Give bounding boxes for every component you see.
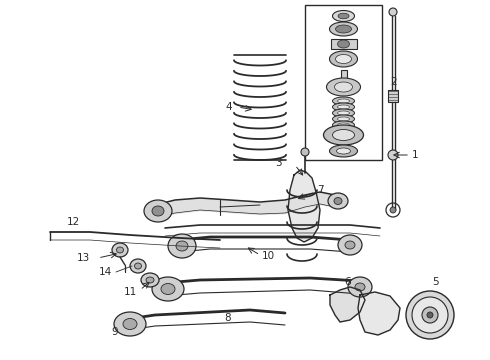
Bar: [305, 5, 382, 160]
Polygon shape: [358, 292, 400, 335]
Text: 7: 7: [317, 185, 323, 195]
Ellipse shape: [388, 150, 398, 160]
Ellipse shape: [412, 297, 448, 333]
Ellipse shape: [123, 319, 137, 329]
Polygon shape: [288, 170, 320, 242]
Text: 1: 1: [412, 150, 418, 160]
Ellipse shape: [338, 99, 349, 103]
Ellipse shape: [338, 123, 349, 127]
Ellipse shape: [333, 130, 354, 140]
Bar: [341, 70, 346, 80]
Ellipse shape: [301, 148, 309, 156]
Ellipse shape: [130, 259, 146, 273]
Ellipse shape: [134, 263, 142, 269]
Ellipse shape: [338, 13, 349, 19]
Text: 11: 11: [124, 287, 137, 297]
Ellipse shape: [422, 307, 438, 323]
Text: 6: 6: [344, 277, 351, 287]
Ellipse shape: [117, 247, 123, 253]
Ellipse shape: [333, 103, 354, 111]
Ellipse shape: [152, 277, 184, 301]
Ellipse shape: [144, 200, 172, 222]
Ellipse shape: [333, 97, 354, 105]
Ellipse shape: [152, 206, 164, 216]
Ellipse shape: [323, 125, 364, 145]
Ellipse shape: [328, 193, 348, 209]
Ellipse shape: [161, 284, 175, 294]
Ellipse shape: [176, 241, 188, 251]
Text: 10: 10: [262, 251, 275, 261]
Ellipse shape: [168, 234, 196, 258]
Ellipse shape: [141, 273, 159, 287]
Ellipse shape: [329, 22, 358, 36]
Ellipse shape: [333, 109, 354, 117]
Ellipse shape: [336, 25, 351, 33]
Ellipse shape: [333, 10, 354, 22]
Bar: [330, 39, 357, 49]
Ellipse shape: [406, 291, 454, 339]
Ellipse shape: [336, 54, 351, 63]
Ellipse shape: [333, 121, 354, 129]
Ellipse shape: [338, 105, 349, 109]
Text: 14: 14: [99, 267, 112, 277]
Ellipse shape: [338, 117, 349, 121]
Ellipse shape: [427, 312, 433, 318]
Text: 4: 4: [225, 102, 232, 112]
Ellipse shape: [338, 111, 349, 115]
Text: 3: 3: [275, 158, 282, 168]
Ellipse shape: [355, 283, 365, 291]
Ellipse shape: [112, 243, 128, 257]
Text: 9: 9: [112, 327, 118, 337]
Text: 5: 5: [432, 277, 439, 287]
Ellipse shape: [338, 40, 349, 48]
Ellipse shape: [329, 51, 358, 67]
Ellipse shape: [390, 207, 396, 213]
Ellipse shape: [348, 277, 372, 297]
Ellipse shape: [333, 115, 354, 123]
Text: 13: 13: [77, 253, 90, 263]
Ellipse shape: [326, 78, 361, 96]
Ellipse shape: [389, 8, 397, 16]
Bar: [388, 90, 398, 102]
Ellipse shape: [114, 312, 146, 336]
Ellipse shape: [335, 82, 352, 92]
Text: 12: 12: [66, 217, 80, 227]
Ellipse shape: [329, 145, 358, 157]
Ellipse shape: [338, 235, 362, 255]
Ellipse shape: [337, 148, 350, 154]
Polygon shape: [330, 287, 365, 322]
Text: 8: 8: [225, 313, 231, 323]
Ellipse shape: [345, 241, 355, 249]
Ellipse shape: [146, 277, 154, 283]
Text: 2: 2: [390, 77, 396, 87]
Ellipse shape: [334, 198, 342, 204]
